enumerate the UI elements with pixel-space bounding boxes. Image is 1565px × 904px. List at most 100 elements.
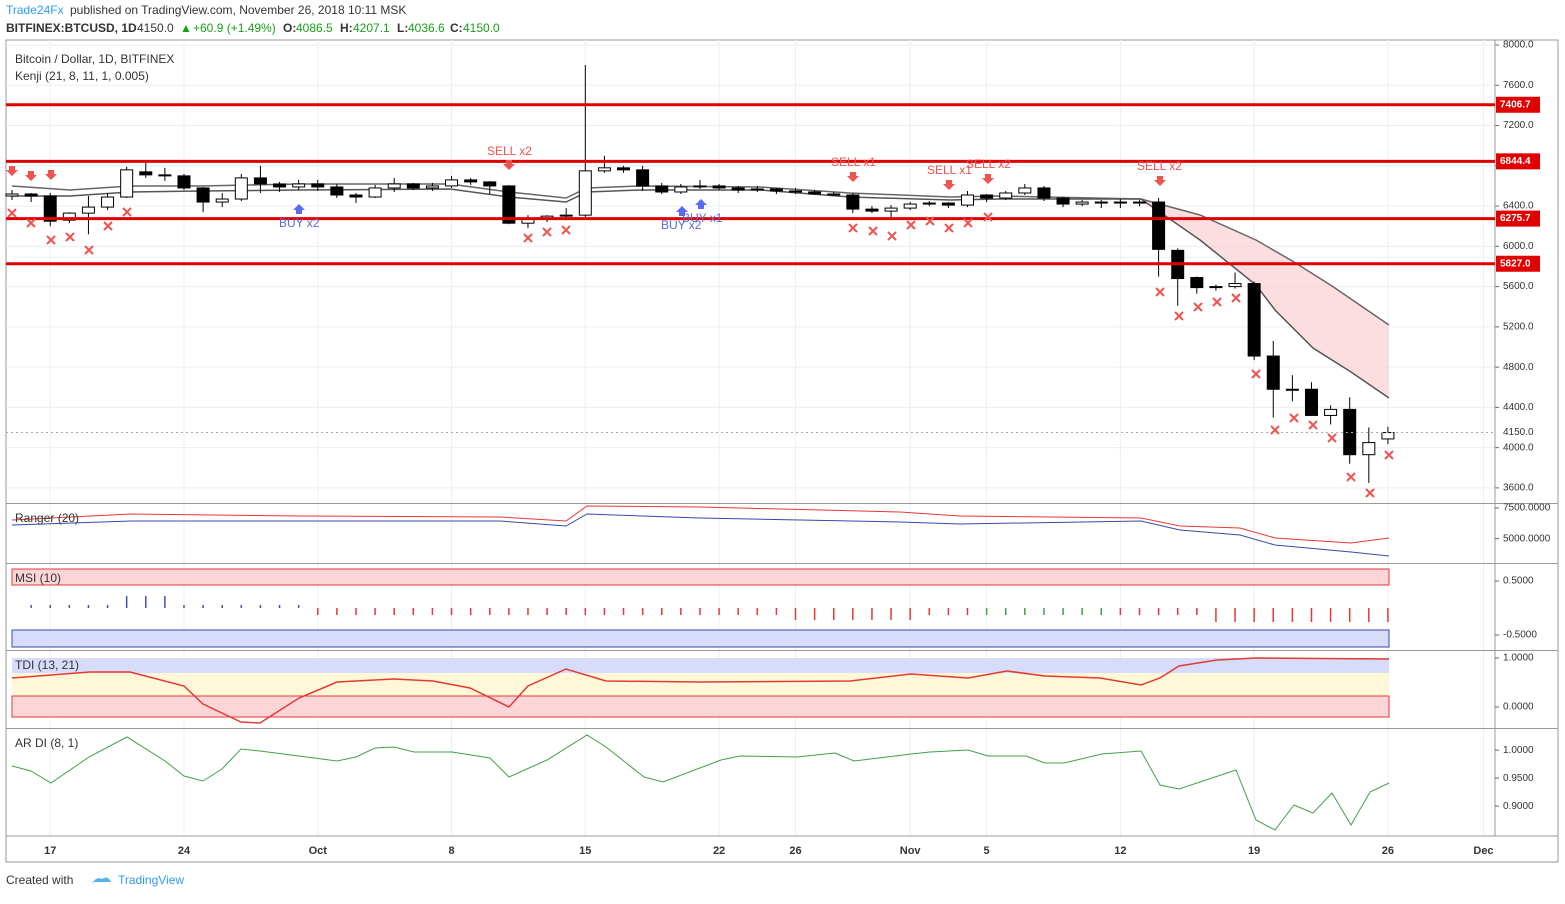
candle-body bbox=[922, 202, 936, 205]
candle-body bbox=[980, 194, 994, 199]
candle-body bbox=[941, 202, 955, 206]
candle-body bbox=[1209, 286, 1223, 289]
candle-body bbox=[196, 187, 210, 203]
candle-body bbox=[655, 185, 669, 193]
signal: BUY x2 bbox=[279, 216, 320, 230]
tdi-line bbox=[11, 657, 1390, 724]
sell-cross bbox=[1327, 433, 1337, 443]
candle-body bbox=[483, 181, 497, 187]
legend-indicator: Kenji (21, 8, 11, 1, 0.005) bbox=[15, 69, 149, 83]
sell-arrow bbox=[1154, 176, 1166, 186]
sell-cross bbox=[103, 221, 113, 231]
candle-body bbox=[827, 193, 841, 196]
o: 4086.5 bbox=[296, 21, 333, 35]
candle-body bbox=[120, 169, 134, 198]
level-tag-label: 5827.0 bbox=[1500, 258, 1531, 269]
x-tick-label: 26 bbox=[789, 845, 801, 857]
arrow: ▲ bbox=[180, 21, 192, 35]
signal: BUY x1 bbox=[682, 211, 723, 225]
sell-cross bbox=[523, 233, 533, 243]
candle-body bbox=[311, 183, 325, 188]
candle-body bbox=[425, 185, 439, 189]
candle-body bbox=[43, 195, 57, 222]
sell-cross bbox=[1270, 425, 1280, 435]
candle-body bbox=[808, 191, 822, 195]
sell-arrow bbox=[847, 172, 859, 182]
candle-body bbox=[234, 177, 248, 200]
level-tag-label: 7406.7 bbox=[1500, 99, 1531, 110]
price-tag-label: 4150.0 bbox=[1503, 427, 1534, 438]
y-tick-label: 4000.0 bbox=[1503, 442, 1534, 453]
sell-arrow bbox=[6, 166, 18, 176]
x-tick-label: 26 bbox=[1382, 845, 1394, 857]
candle-body bbox=[1362, 442, 1376, 456]
x-tick-label: 24 bbox=[178, 845, 191, 857]
pane-title: Ranger (20) bbox=[15, 511, 79, 525]
footer-brand: TradingView bbox=[118, 873, 184, 887]
candle-body bbox=[674, 186, 688, 193]
ranger-upper bbox=[11, 505, 1390, 544]
sell-cross bbox=[1308, 420, 1318, 430]
c: 4150.0 bbox=[463, 21, 500, 35]
o-label: O: bbox=[283, 21, 296, 35]
sell-cross bbox=[1212, 297, 1222, 307]
y-tick-label: 5200.0 bbox=[1503, 321, 1534, 332]
sell-cross bbox=[887, 231, 897, 241]
price-pane: 8000.07600.07200.06800.06400.06000.05600… bbox=[5, 40, 1540, 836]
y-tick-label: 4800.0 bbox=[1503, 362, 1534, 373]
candle-body bbox=[1190, 277, 1204, 289]
sell-cross bbox=[1251, 369, 1261, 379]
level-tag bbox=[1496, 210, 1540, 227]
candle-body bbox=[368, 187, 382, 198]
y-tick-label: 8000.0 bbox=[1503, 40, 1534, 51]
candle-body bbox=[1304, 388, 1318, 416]
frame bbox=[5, 39, 1559, 863]
level-tag-label: 6275.7 bbox=[1500, 213, 1531, 224]
candle-body bbox=[158, 174, 172, 177]
candle-body bbox=[597, 167, 611, 172]
candle-body bbox=[636, 169, 650, 187]
sell-cross bbox=[1155, 287, 1165, 297]
buy-arrow bbox=[293, 204, 305, 214]
x-tick-label: Dec bbox=[1473, 845, 1493, 857]
candle-body bbox=[578, 170, 592, 216]
y-tick-label: 7200.0 bbox=[1503, 120, 1534, 131]
candle-body bbox=[731, 187, 745, 191]
signal: SELL x1 bbox=[831, 155, 876, 169]
sell-arrow bbox=[45, 170, 57, 180]
sell-arrow bbox=[503, 160, 515, 170]
candle-body bbox=[215, 198, 229, 203]
ranger-lower bbox=[11, 513, 1390, 557]
y-tick-label: 0.5000 bbox=[1503, 576, 1534, 587]
candle-body bbox=[1152, 201, 1166, 250]
candle-body bbox=[349, 194, 363, 198]
y-tick-label: 5600.0 bbox=[1503, 281, 1534, 292]
y-tick-label: -0.5000 bbox=[1503, 630, 1537, 641]
c-label: C: bbox=[450, 21, 463, 35]
sell-cross bbox=[983, 212, 993, 222]
ardi-line bbox=[11, 734, 1390, 831]
price-tag bbox=[1496, 425, 1540, 440]
sell-arrow bbox=[943, 180, 955, 190]
y-tick-label: 0.9500 bbox=[1503, 773, 1534, 784]
signal: SELL x2 bbox=[487, 144, 532, 158]
level-tag bbox=[1496, 255, 1540, 272]
candle-body bbox=[1018, 187, 1032, 194]
x-tick-label: 12 bbox=[1114, 845, 1126, 857]
candle-body bbox=[750, 188, 764, 191]
signal: SELL x1 bbox=[927, 163, 972, 177]
x-tick-label: 8 bbox=[448, 845, 454, 857]
candle-body bbox=[712, 185, 726, 189]
level-tag-label: 6844.4 bbox=[1500, 156, 1531, 167]
msi-upper-band bbox=[11, 568, 1390, 586]
h-label: H: bbox=[340, 21, 353, 35]
candle-body bbox=[387, 183, 401, 189]
y-tick-label: 3600.0 bbox=[1503, 483, 1534, 494]
sell-cross bbox=[1231, 293, 1241, 303]
sell-cross bbox=[848, 223, 858, 233]
x-tick-label: 15 bbox=[579, 845, 591, 857]
footer-created: Created with bbox=[6, 873, 73, 887]
sell-cross bbox=[1193, 302, 1203, 312]
sell-cross bbox=[925, 216, 935, 226]
buy-arrow bbox=[676, 206, 688, 216]
